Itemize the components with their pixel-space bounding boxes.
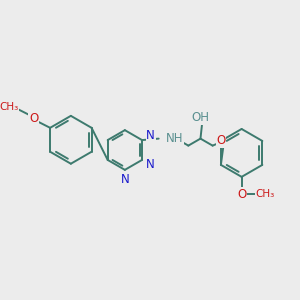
Text: O: O (29, 112, 38, 125)
Text: NH: NH (165, 132, 183, 145)
Text: O: O (217, 134, 226, 147)
Text: CH₃: CH₃ (255, 189, 274, 200)
Text: CH₃: CH₃ (0, 102, 19, 112)
Text: N: N (146, 158, 155, 171)
Text: N: N (121, 173, 129, 186)
Text: N: N (146, 129, 155, 142)
Text: OH: OH (191, 111, 209, 124)
Text: O: O (237, 188, 246, 201)
